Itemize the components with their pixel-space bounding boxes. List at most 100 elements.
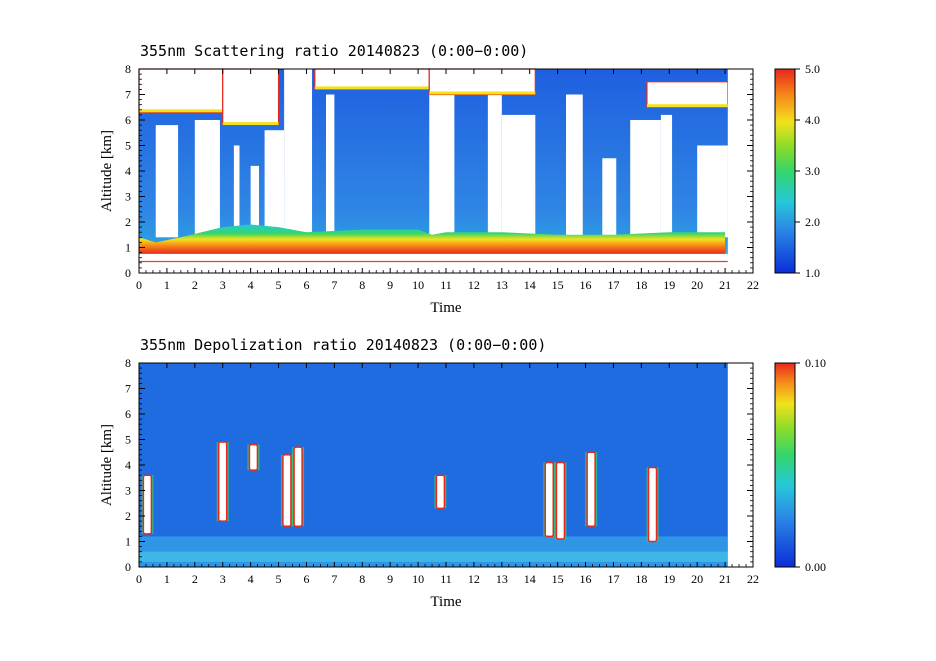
x-tick-label: 12 bbox=[468, 572, 480, 586]
depol-column bbox=[217, 441, 228, 522]
x-tick-label: 16 bbox=[580, 572, 592, 586]
depolization-y-label: Altitude [km] bbox=[99, 424, 115, 506]
depolization-colorbar bbox=[774, 362, 796, 568]
y-tick-label: 1 bbox=[125, 241, 131, 255]
cloud-layer bbox=[222, 68, 280, 126]
colorbar-tick-label: 0.10 bbox=[805, 356, 826, 370]
colorbar-tick-label: 5.0 bbox=[805, 62, 820, 76]
x-tick-label: 8 bbox=[359, 572, 365, 586]
cloud-layer bbox=[138, 68, 224, 113]
depolization-x-label: Time bbox=[430, 594, 461, 610]
cloud-base-edge bbox=[314, 86, 430, 90]
x-tick-label: 17 bbox=[607, 572, 619, 586]
x-tick-label: 4 bbox=[248, 278, 254, 292]
x-tick-label: 20 bbox=[691, 278, 703, 292]
x-tick-label: 12 bbox=[468, 278, 480, 292]
y-tick-label: 6 bbox=[125, 407, 131, 421]
colorbar-tick-label: 2.0 bbox=[805, 215, 820, 229]
no-signal-gap bbox=[264, 130, 285, 238]
no-signal-gap bbox=[602, 158, 617, 238]
x-tick-label: 14 bbox=[524, 278, 536, 292]
cloud-base-edge bbox=[646, 104, 728, 108]
no-signal-gap bbox=[194, 120, 220, 238]
x-tick-label: 5 bbox=[276, 572, 282, 586]
scattering-field bbox=[138, 68, 753, 273]
depol-column bbox=[248, 443, 259, 471]
x-tick-label: 2 bbox=[192, 572, 198, 586]
cloud-layer bbox=[314, 68, 430, 90]
x-tick-label: 6 bbox=[303, 572, 309, 586]
below-signal-region bbox=[139, 253, 753, 273]
scattering-colorbar bbox=[774, 68, 796, 274]
x-tick-label: 18 bbox=[635, 278, 647, 292]
y-tick-label: 8 bbox=[125, 62, 131, 76]
y-tick-label: 2 bbox=[125, 509, 131, 523]
depolarization-ratio-panel: 355nm Depolization ratio 20140823 (0:00−… bbox=[99, 336, 826, 610]
x-tick-label: 11 bbox=[440, 572, 452, 586]
y-tick-label: 5 bbox=[125, 139, 131, 153]
scattering-ratio-panel: 355nm Scattering ratio 20140823 (0:00−0:… bbox=[99, 42, 820, 316]
x-tick-label: 0 bbox=[136, 278, 142, 292]
x-tick-label: 7 bbox=[331, 278, 337, 292]
x-tick-label: 13 bbox=[496, 572, 508, 586]
colorbar-tick-label: 1.0 bbox=[805, 266, 820, 280]
y-tick-label: 2 bbox=[125, 215, 131, 229]
no-signal-gap bbox=[697, 145, 728, 238]
x-tick-label: 19 bbox=[663, 572, 675, 586]
y-tick-label: 0 bbox=[125, 560, 131, 574]
depolization-x-axis: 0 1 2 3 4 5 6 7 8 9 10 11 12 13 14 15 16 17 18 19 20 21 22 bbox=[136, 363, 759, 586]
depolization-y-axis: 0 1 2 3 4 5 6 7 8 bbox=[125, 356, 753, 574]
x-tick-label: 22 bbox=[747, 572, 759, 586]
y-tick-label: 8 bbox=[125, 356, 131, 370]
y-tick-label: 6 bbox=[125, 113, 131, 127]
x-tick-label: 1 bbox=[164, 572, 170, 586]
y-tick-label: 3 bbox=[125, 484, 131, 498]
depolization-title: 355nm Depolization ratio 20140823 (0:00−… bbox=[140, 336, 546, 354]
x-tick-label: 21 bbox=[719, 278, 731, 292]
depol-field bbox=[139, 363, 728, 567]
colorbar-tick-label: 4.0 bbox=[805, 113, 820, 127]
x-tick-label: 1 bbox=[164, 278, 170, 292]
depol-surface-layer bbox=[139, 551, 728, 562]
no-signal-gap bbox=[429, 94, 455, 238]
x-tick-label: 17 bbox=[607, 278, 619, 292]
no-signal-gap bbox=[630, 120, 661, 238]
depol-column bbox=[555, 461, 566, 540]
cloud-layer bbox=[428, 68, 536, 96]
x-tick-label: 9 bbox=[387, 278, 393, 292]
cloud-layer bbox=[646, 81, 729, 108]
y-tick-label: 0 bbox=[125, 266, 131, 280]
no-signal-gap bbox=[155, 125, 179, 238]
x-tick-label: 16 bbox=[580, 278, 592, 292]
no-signal-gap bbox=[487, 94, 502, 238]
y-tick-label: 4 bbox=[125, 458, 131, 472]
cloud-base-edge bbox=[222, 122, 279, 126]
depolization-colorbar-ticks: 0.00 0.10 bbox=[795, 356, 826, 574]
scattering-y-label: Altitude [km] bbox=[99, 130, 115, 212]
x-tick-label: 9 bbox=[387, 572, 393, 586]
x-tick-label: 10 bbox=[412, 278, 424, 292]
scattering-x-axis: 0 1 2 3 4 5 6 7 8 9 10 11 12 13 14 15 16 17 18 19 20 21 22 bbox=[136, 69, 759, 292]
x-tick-label: 8 bbox=[359, 278, 365, 292]
x-tick-label: 4 bbox=[248, 572, 254, 586]
x-tick-label: 15 bbox=[552, 572, 564, 586]
x-tick-label: 3 bbox=[220, 572, 226, 586]
x-tick-label: 5 bbox=[276, 278, 282, 292]
y-tick-label: 4 bbox=[125, 164, 131, 178]
depol-column bbox=[282, 454, 292, 527]
colorbar-tick-label: 0.00 bbox=[805, 560, 826, 574]
depol-column bbox=[647, 466, 658, 543]
depol-column bbox=[435, 474, 446, 510]
scattering-title: 355nm Scattering ratio 20140823 (0:00−0:… bbox=[140, 42, 528, 60]
x-tick-label: 7 bbox=[331, 572, 337, 586]
x-tick-label: 6 bbox=[303, 278, 309, 292]
x-tick-label: 20 bbox=[691, 572, 703, 586]
x-tick-label: 13 bbox=[496, 278, 508, 292]
cloud-base-edge bbox=[139, 109, 223, 113]
y-tick-label: 3 bbox=[125, 190, 131, 204]
depol-column bbox=[293, 446, 303, 527]
x-tick-label: 0 bbox=[136, 572, 142, 586]
y-tick-label: 1 bbox=[125, 535, 131, 549]
y-tick-label: 7 bbox=[125, 88, 131, 102]
depol-column bbox=[586, 451, 596, 527]
